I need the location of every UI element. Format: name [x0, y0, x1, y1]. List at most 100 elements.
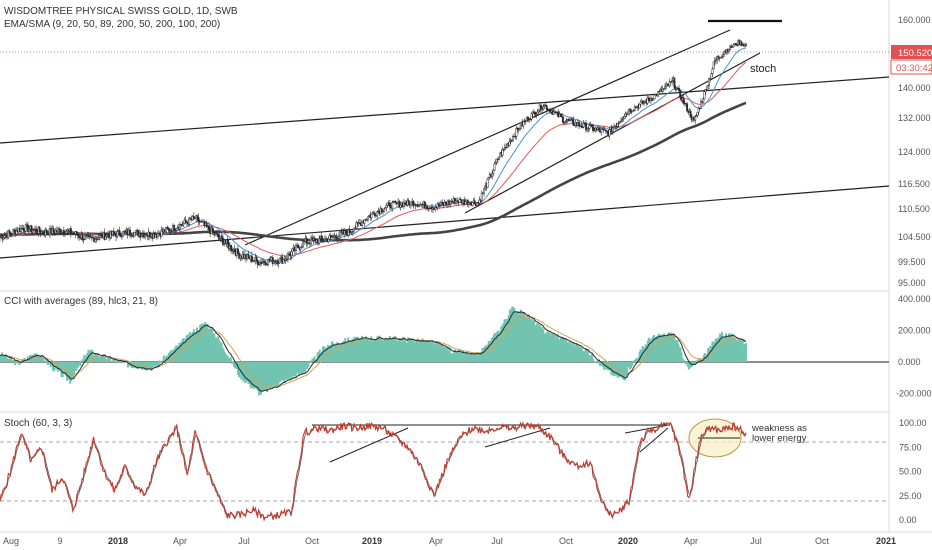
candle-body — [441, 201, 444, 204]
candle-body — [30, 225, 33, 233]
candle-body — [375, 215, 377, 217]
candle-body — [455, 200, 458, 204]
candle-body — [348, 229, 351, 233]
candle-body — [256, 259, 259, 265]
candle-body — [606, 130, 609, 133]
candle-body — [476, 202, 479, 206]
candle-body — [247, 253, 250, 258]
candle-body — [473, 200, 476, 204]
candle-body — [287, 253, 289, 259]
candle-body — [178, 224, 181, 230]
time-axis: Aug 9 2018 Apr Jul Oct 2019 Apr Jul Oct 2020 Apr Jul… — [3, 536, 896, 546]
candle-body — [564, 121, 567, 123]
price-tick-label: 110.500 — [898, 204, 930, 214]
candle-body — [616, 123, 619, 127]
candle-body — [349, 232, 352, 234]
candle-body — [722, 54, 724, 57]
ema-50-line — [0, 61, 747, 257]
candle-body — [456, 200, 459, 202]
candle-body — [60, 232, 63, 234]
candle-body — [90, 236, 93, 238]
candle-body — [59, 229, 62, 234]
candle-body — [621, 119, 624, 122]
candle-body — [437, 203, 440, 207]
candle-body — [544, 105, 547, 107]
time-tick-label: Apr — [429, 536, 443, 546]
candle-body — [173, 224, 176, 232]
candle-body — [299, 246, 302, 250]
candle-body — [282, 258, 285, 264]
candle-body — [646, 97, 649, 104]
candle-body — [498, 156, 501, 160]
candle-body — [321, 238, 324, 242]
candle-body — [736, 44, 739, 46]
time-tick-label: Apr — [173, 536, 187, 546]
candle-body — [129, 229, 131, 236]
ma-legend: EMA/SMA (9, 20, 50, 89, 200, 50, 200, 10… — [4, 19, 220, 30]
price-tick-label: 124.000 — [898, 147, 931, 157]
candle-body — [715, 59, 717, 61]
candle-body — [330, 235, 333, 238]
candle-body — [391, 202, 394, 209]
candle-body — [643, 102, 646, 104]
candle-body — [580, 125, 583, 128]
candle-body — [682, 97, 685, 104]
candle-body — [638, 104, 641, 109]
candle-body — [300, 246, 303, 248]
candle-body — [180, 224, 183, 226]
candle-body — [103, 232, 106, 240]
candle-body — [665, 84, 668, 87]
candle-body — [664, 86, 667, 89]
candle-body — [745, 44, 747, 46]
candle-body — [658, 90, 661, 93]
candle-body — [679, 90, 682, 98]
candle-body — [165, 226, 168, 233]
stoch-tick-label: 75.00 — [899, 442, 922, 452]
candle-body — [62, 230, 65, 234]
candle-body — [388, 202, 391, 208]
candle-body — [318, 238, 321, 244]
candle-body — [423, 201, 426, 209]
cci-tick-label: 0.000 — [898, 357, 921, 367]
candle-body — [334, 235, 337, 238]
candle-body — [657, 91, 659, 97]
candle-body — [518, 128, 521, 131]
last-price-text: 150.520 — [898, 48, 932, 59]
trendline-long-lower — [0, 185, 890, 259]
channel-lower-line — [464, 52, 761, 214]
candle-body — [588, 125, 591, 129]
candle-body — [469, 202, 472, 204]
candle-body — [57, 228, 60, 232]
price-tick-label: 132.000 — [898, 113, 931, 123]
candle-body — [512, 136, 514, 142]
candle-body — [24, 224, 27, 232]
candle-body — [383, 208, 386, 212]
ema-20-line — [0, 47, 747, 262]
stoch-tick-label: 50.00 — [899, 467, 922, 477]
candle-body — [87, 235, 90, 237]
candle-body — [257, 263, 260, 265]
candle-body — [402, 202, 405, 207]
candle-body — [734, 43, 737, 46]
candle-body — [703, 91, 706, 100]
candle-body — [320, 236, 323, 240]
candle-body — [604, 129, 607, 132]
candle-body — [444, 201, 447, 204]
candle-body — [434, 206, 437, 210]
candle-body — [217, 233, 220, 238]
candle-body — [685, 103, 687, 105]
candle-body — [561, 116, 564, 123]
candle-body — [494, 162, 497, 165]
candle-body — [700, 101, 702, 109]
candle-body — [230, 245, 233, 251]
candle-body — [365, 219, 368, 221]
stoch-k-line — [0, 420, 747, 522]
time-tick-label: Jul — [491, 536, 503, 546]
candle-body — [27, 224, 29, 232]
candle-body — [376, 211, 379, 217]
candle-body — [382, 211, 384, 213]
candle-body — [32, 229, 35, 231]
cci-tick-label: 400.000 — [898, 294, 931, 304]
candle-body — [711, 68, 714, 74]
candle-body — [75, 231, 78, 236]
